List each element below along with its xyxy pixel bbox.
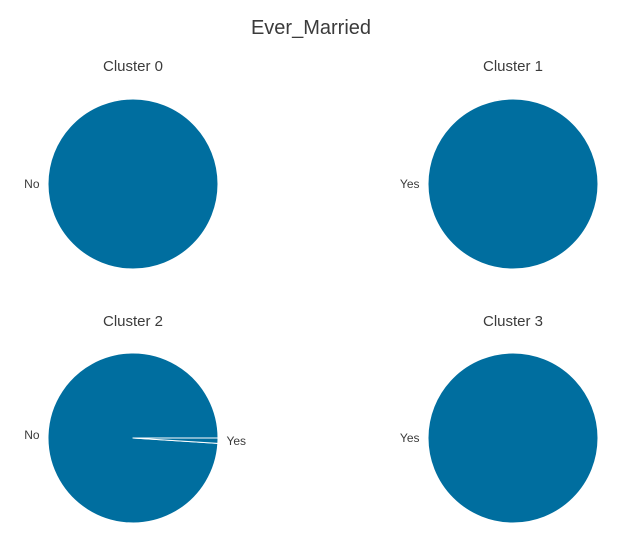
slice-label-yes: Yes (400, 177, 420, 191)
pie-cluster-3: Yes (400, 352, 599, 524)
subplot-title: Cluster 3 (483, 313, 543, 330)
pie-slice-yes (427, 352, 599, 524)
pie-slice-no (47, 98, 219, 270)
subplot-cluster-0: Cluster 0 No (24, 58, 219, 270)
subplot-title: Cluster 2 (103, 313, 163, 330)
pie-slice-yes (132, 437, 219, 444)
slice-label-yes: Yes (226, 434, 246, 448)
slice-label-yes: Yes (400, 431, 420, 445)
slice-label-no: No (24, 428, 40, 442)
pie-cluster-0: No (24, 98, 219, 270)
figure-title: Ever_Married (251, 17, 371, 39)
pie-slice-yes (427, 98, 599, 270)
subplot-title: Cluster 1 (483, 58, 543, 75)
pie-cluster-2: No Yes (24, 352, 246, 524)
pie-cluster-1: Yes (400, 98, 599, 270)
subplot-cluster-2: Cluster 2 No Yes (24, 313, 246, 524)
subplot-cluster-3: Cluster 3 Yes (400, 313, 599, 524)
subplot-title: Cluster 0 (103, 58, 163, 75)
slice-label-no: No (24, 177, 40, 191)
subplot-cluster-1: Cluster 1 Yes (400, 58, 599, 270)
